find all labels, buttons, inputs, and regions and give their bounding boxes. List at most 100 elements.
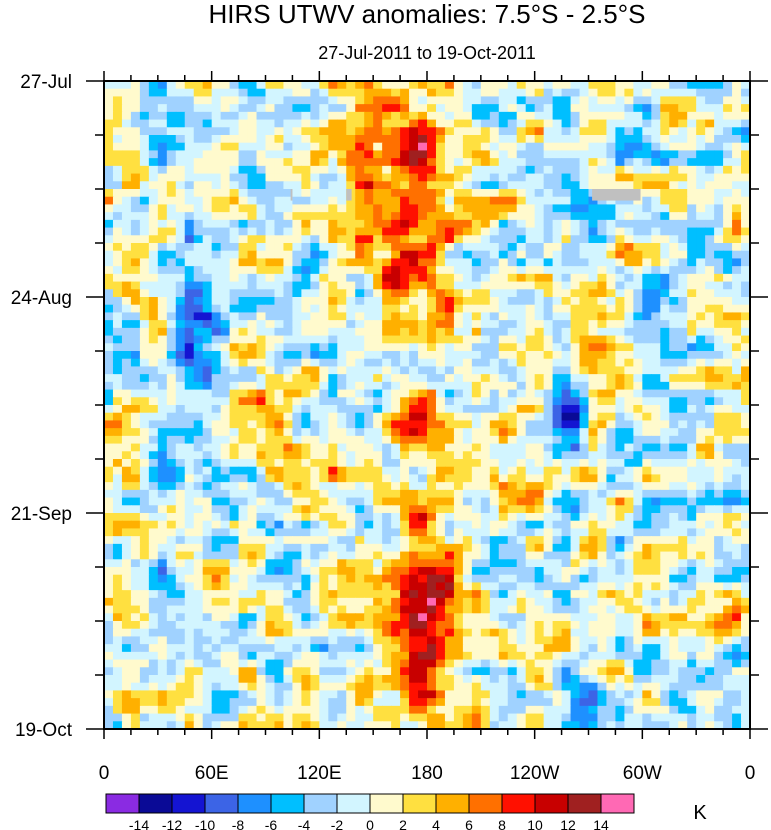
heatmap-cell (597, 196, 608, 206)
heatmap-cell (714, 273, 724, 283)
heatmap-cell (346, 443, 356, 452)
heatmap-cell (651, 320, 661, 329)
heatmap-cell (732, 590, 742, 599)
heatmap-cell (418, 489, 428, 499)
heatmap-cell (534, 227, 545, 236)
heatmap-cell (274, 505, 285, 514)
heatmap-cell (301, 459, 311, 468)
heatmap-cell (714, 204, 724, 213)
heatmap-cell (462, 281, 473, 290)
heatmap-cell (444, 327, 455, 337)
heatmap-cell (391, 289, 401, 298)
heatmap-cell (283, 466, 294, 476)
heatmap-cell (579, 466, 590, 476)
heatmap-cell (364, 181, 374, 190)
heatmap-cell (642, 574, 652, 584)
heatmap-cell (696, 428, 706, 437)
heatmap-cell (346, 505, 356, 514)
heatmap-cell (265, 165, 276, 175)
heatmap-cell (193, 135, 204, 144)
heatmap-cell (642, 119, 652, 128)
heatmap-cell (543, 343, 554, 352)
heatmap-cell (741, 466, 750, 476)
heatmap-cell (543, 366, 554, 375)
heatmap-cell (624, 304, 634, 314)
heatmap-cell (633, 520, 643, 530)
heatmap-cell (391, 351, 401, 360)
heatmap-cell (714, 250, 724, 260)
heatmap-cell (687, 96, 697, 105)
heatmap-cell (462, 135, 473, 144)
heatmap-cell (507, 135, 518, 144)
heatmap-cell (175, 474, 186, 483)
heatmap-cell (525, 196, 536, 206)
heatmap-cell (615, 104, 625, 113)
heatmap-cell (570, 435, 581, 445)
heatmap-cell (256, 165, 267, 175)
heatmap-cell (355, 351, 365, 360)
heatmap-cell (292, 181, 302, 190)
heatmap-cell (157, 297, 168, 306)
heatmap-cell (696, 258, 706, 267)
heatmap-cell (256, 366, 267, 375)
heatmap-cell (148, 281, 159, 290)
heatmap-cell (516, 111, 527, 121)
heatmap-cell (507, 119, 518, 128)
heatmap-cell (211, 459, 222, 468)
heatmap-cell (400, 528, 410, 537)
heatmap-cell (328, 235, 338, 244)
heatmap-cell (597, 243, 608, 252)
heatmap-cell (382, 142, 392, 152)
heatmap-cell (525, 459, 536, 468)
heatmap-cell (732, 597, 742, 607)
heatmap-cell (435, 497, 446, 506)
heatmap-cell (705, 536, 715, 545)
heatmap-cell (615, 582, 625, 591)
heatmap-cell (418, 243, 428, 252)
heatmap-cell (597, 173, 608, 182)
heatmap-cell (427, 482, 437, 491)
heatmap-cell (400, 297, 410, 306)
heatmap-cell (552, 489, 563, 499)
heatmap-cell (427, 489, 437, 499)
heatmap-cell (391, 127, 401, 136)
heatmap-cell (310, 405, 320, 414)
heatmap-cell (346, 135, 356, 144)
heatmap-cell (139, 281, 150, 290)
heatmap-cell (130, 412, 141, 422)
heatmap-cell (202, 173, 213, 182)
heatmap-cell (202, 343, 213, 352)
heatmap-cell (292, 273, 302, 283)
heatmap-cell (714, 96, 724, 105)
heatmap-cell (292, 81, 302, 90)
heatmap-cell (579, 520, 590, 530)
heatmap-cell (104, 482, 114, 491)
heatmap-cell (337, 474, 347, 483)
heatmap-cell (247, 459, 258, 468)
heatmap-cell (579, 351, 590, 360)
heatmap-cell (714, 543, 724, 553)
heatmap-cell (382, 451, 392, 460)
heatmap-cell (471, 111, 482, 121)
heatmap-cell (570, 497, 581, 506)
heatmap-cell (130, 243, 141, 252)
heatmap-cell (112, 135, 123, 144)
heatmap-cell (130, 358, 141, 368)
heatmap-cell (696, 81, 706, 90)
heatmap-cell (211, 243, 222, 252)
heatmap-cell (400, 165, 410, 175)
heatmap-cell (220, 297, 231, 306)
heatmap-cell (166, 443, 177, 452)
heatmap-cell (633, 320, 643, 329)
heatmap-cell (301, 482, 311, 491)
heatmap-cell (579, 96, 590, 105)
heatmap-cell (552, 281, 563, 290)
heatmap-cell (444, 381, 455, 391)
heatmap-cell (651, 389, 661, 398)
heatmap-cell (516, 574, 527, 584)
heatmap-cell (346, 543, 356, 553)
heatmap-cell (696, 389, 706, 398)
heatmap-cell (525, 551, 536, 560)
heatmap-cell (732, 397, 742, 406)
